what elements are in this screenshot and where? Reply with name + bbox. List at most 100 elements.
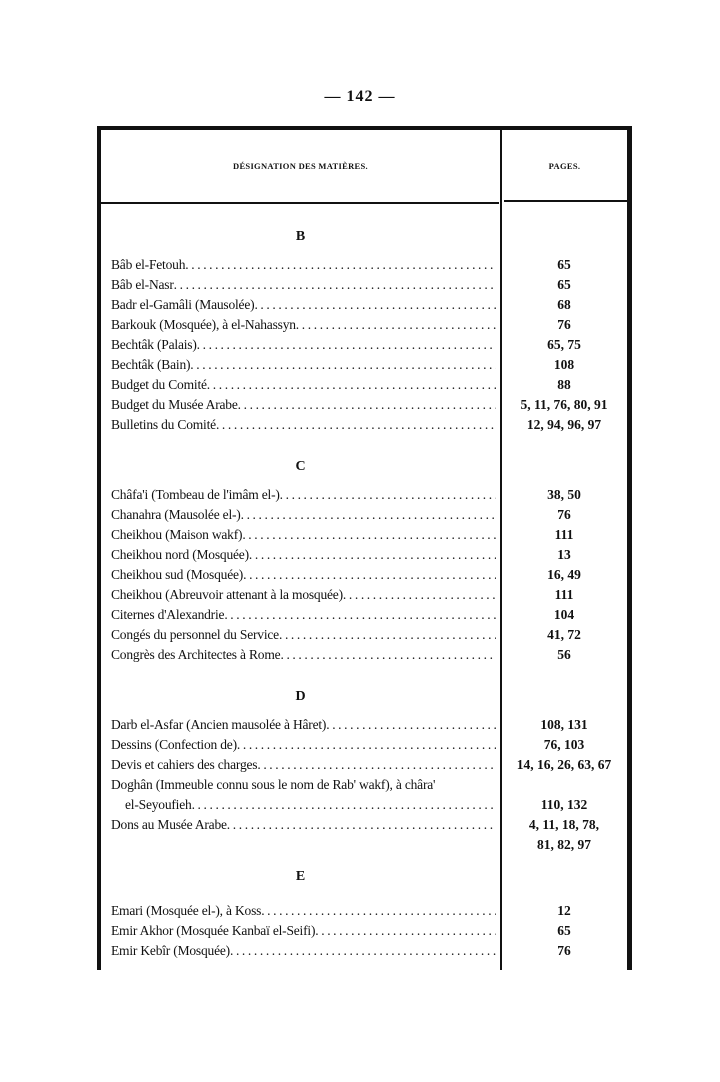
index-entry: Congrès des Architectes à Rome 56 bbox=[101, 645, 627, 665]
entry-label: Budget du Comité bbox=[111, 377, 207, 392]
entry-label: Châfa'i (Tombeau de l'imâm el-) bbox=[111, 487, 280, 502]
entry-pages: 110, 132 bbox=[540, 797, 588, 812]
entry-label: Bâb el-Nasr bbox=[111, 277, 174, 292]
entry-pages: 12, 94, 96, 97 bbox=[526, 417, 602, 432]
index-entry: Budget du Comité 88 bbox=[101, 375, 627, 395]
entry-label-cell: Cheikhou (Maison wakf) bbox=[101, 525, 496, 545]
entry-label-cell: Dons au Musée Arabe bbox=[101, 815, 496, 835]
entry-label: Badr el-Gamâli (Mausolée) bbox=[111, 297, 255, 312]
entry-label: Emari (Mosquée el-), à Koss bbox=[111, 903, 262, 918]
entry-pages: 13 bbox=[557, 547, 571, 562]
dot-leader bbox=[249, 545, 496, 565]
index-entry: Dons au Musée Arabe 4, 11, 18, 78, bbox=[101, 815, 627, 835]
dot-leader bbox=[279, 625, 496, 645]
dot-leader bbox=[185, 255, 496, 275]
dot-leader bbox=[242, 525, 496, 545]
entry-label-cell: Bâb el-Fetouh bbox=[101, 255, 496, 275]
index-entry: Darb el-Asfar (Ancien mausolée à Hâret) 1… bbox=[101, 715, 627, 735]
dot-leader bbox=[254, 295, 496, 315]
entry-label-cell: Emir Kebîr (Mosquée) bbox=[101, 941, 496, 961]
entry-label: Emir Akhor (Mosquée Kanbaï el-Seifi) bbox=[111, 923, 316, 938]
entry-label-cell: Cheikhou nord (Mosquée) bbox=[101, 545, 496, 565]
dot-leader bbox=[296, 315, 496, 335]
index-entry: Devis et cahiers des charges 14, 16, 26, … bbox=[101, 755, 627, 775]
index-entry: Emari (Mosquée el-), à Koss 12 bbox=[101, 901, 627, 921]
column-divider bbox=[500, 130, 502, 970]
entry-label-cell: Barkouk (Mosquée), à el-Nahassyn bbox=[101, 315, 496, 335]
entry-pages: 14, 16, 26, 63, 67 bbox=[516, 757, 612, 772]
entry-label: el-Seyoufieh bbox=[125, 797, 192, 812]
entry-label-cell: Emir Akhor (Mosquée Kanbaï el-Seifi) bbox=[101, 921, 496, 941]
entry-label-cell bbox=[101, 835, 496, 855]
entry-label: Dons au Musée Arabe bbox=[111, 817, 227, 832]
page-number: — 142 — bbox=[324, 88, 396, 105]
section-letter: D bbox=[295, 689, 306, 704]
entry-label-cell: Dessins (Confection de) bbox=[101, 735, 496, 755]
entry-label: Bechtâk (Palais) bbox=[111, 337, 197, 352]
dot-leader bbox=[241, 505, 496, 525]
dot-leader bbox=[216, 415, 496, 435]
entry-label: Congés du personnel du Service bbox=[111, 627, 279, 642]
index-entry: Bâb el-Fetouh 65 bbox=[101, 255, 627, 275]
dot-leader bbox=[326, 715, 496, 735]
index-entry: Cheikhou (Abreuvoir attenant à la mosqué… bbox=[101, 585, 627, 605]
index-entry: Doghân (Immeuble connu sous le nom de Ra… bbox=[101, 775, 627, 795]
entry-label-cell: Bechtâk (Palais) bbox=[101, 335, 496, 355]
dot-leader bbox=[230, 941, 496, 961]
index-entry: Barkouk (Mosquée), à el-Nahassyn 76 bbox=[101, 315, 627, 335]
entry-label: Citernes d'Alexandrie bbox=[111, 607, 225, 622]
entry-pages: 76 bbox=[557, 943, 571, 958]
index-entry: Badr el-Gamâli (Mausolée) 68 bbox=[101, 295, 627, 315]
entry-label: Cheikhou nord (Mosquée) bbox=[111, 547, 249, 562]
entry-label: Congrès des Architectes à Rome bbox=[111, 647, 281, 662]
entry-pages bbox=[501, 775, 627, 795]
dot-leader bbox=[261, 901, 496, 921]
index-table: DÉSIGNATION DES MATIÈRES. PAGES. B Bâb el… bbox=[97, 126, 632, 970]
dot-leader bbox=[227, 815, 496, 835]
entry-label-cell: Chanahra (Mausolée el-) bbox=[101, 505, 496, 525]
entry-label-cell: Cheikhou sud (Mosquée) bbox=[101, 565, 496, 585]
entry-label: Dessins (Confection de) bbox=[111, 737, 237, 752]
entry-label-cell: Doghân (Immeuble connu sous le nom de Ra… bbox=[101, 775, 496, 795]
header-rule bbox=[101, 202, 499, 204]
dot-leader bbox=[237, 735, 496, 755]
index-body: B Bâb el-Fetouh 65 Bâb el-Nasr 65 Badr el-Gam… bbox=[101, 227, 627, 961]
entry-pages: 38, 50 bbox=[547, 487, 581, 502]
entry-pages: 76 bbox=[557, 317, 571, 332]
entry-label: Cheikhou sud (Mosquée) bbox=[111, 567, 244, 582]
entry-label: Barkouk (Mosquée), à el-Nahassyn bbox=[111, 317, 296, 332]
index-entry: Cheikhou sud (Mosquée) 16, 49 bbox=[101, 565, 627, 585]
dot-leader bbox=[192, 795, 496, 815]
dot-leader bbox=[238, 395, 496, 415]
dot-leader bbox=[207, 375, 496, 395]
dot-leader bbox=[243, 565, 496, 585]
entry-pages: 56 bbox=[557, 647, 571, 662]
entry-pages: 12 bbox=[557, 903, 571, 918]
index-entry: Emir Akhor (Mosquée Kanbaï el-Seifi) 65 bbox=[101, 921, 627, 941]
entry-pages: 111 bbox=[554, 587, 574, 602]
entry-label-cell: Congés du personnel du Service bbox=[101, 625, 496, 645]
entry-label-cell: el-Seyoufieh bbox=[101, 795, 496, 815]
entry-label: Chanahra (Mausolée el-) bbox=[111, 507, 241, 522]
dot-leader bbox=[315, 921, 496, 941]
section-letter: E bbox=[295, 869, 306, 884]
entry-pages: 65 bbox=[557, 277, 571, 292]
index-entry: Bâb el-Nasr 65 bbox=[101, 275, 627, 295]
index-entry: Dessins (Confection de) 76, 103 bbox=[101, 735, 627, 755]
dot-leader bbox=[280, 645, 496, 665]
entry-label: Emir Kebîr (Mosquée) bbox=[111, 943, 230, 958]
entry-label-cell: Emari (Mosquée el-), à Koss bbox=[101, 901, 496, 921]
entry-label-cell: Bâb el-Nasr bbox=[101, 275, 496, 295]
entry-pages: 76 bbox=[557, 507, 571, 522]
entry-pages: 5, 11, 76, 80, 91 bbox=[520, 397, 608, 412]
entry-label-cell: Bechtâk (Bain) bbox=[101, 355, 496, 375]
entry-label-cell: Citernes d'Alexandrie bbox=[101, 605, 496, 625]
entry-label-cell: Congrès des Architectes à Rome bbox=[101, 645, 496, 665]
entry-label: Cheikhou (Abreuvoir attenant à la mosqué… bbox=[111, 587, 343, 602]
dot-leader bbox=[280, 485, 496, 505]
entry-label-cell: Budget du Comité bbox=[101, 375, 496, 395]
entry-label: Bechtâk (Bain) bbox=[111, 357, 191, 372]
entry-pages: 65, 75 bbox=[547, 337, 581, 352]
entry-pages: 104 bbox=[553, 607, 575, 622]
index-entry: el-Seyoufieh 110, 132 bbox=[101, 795, 627, 815]
